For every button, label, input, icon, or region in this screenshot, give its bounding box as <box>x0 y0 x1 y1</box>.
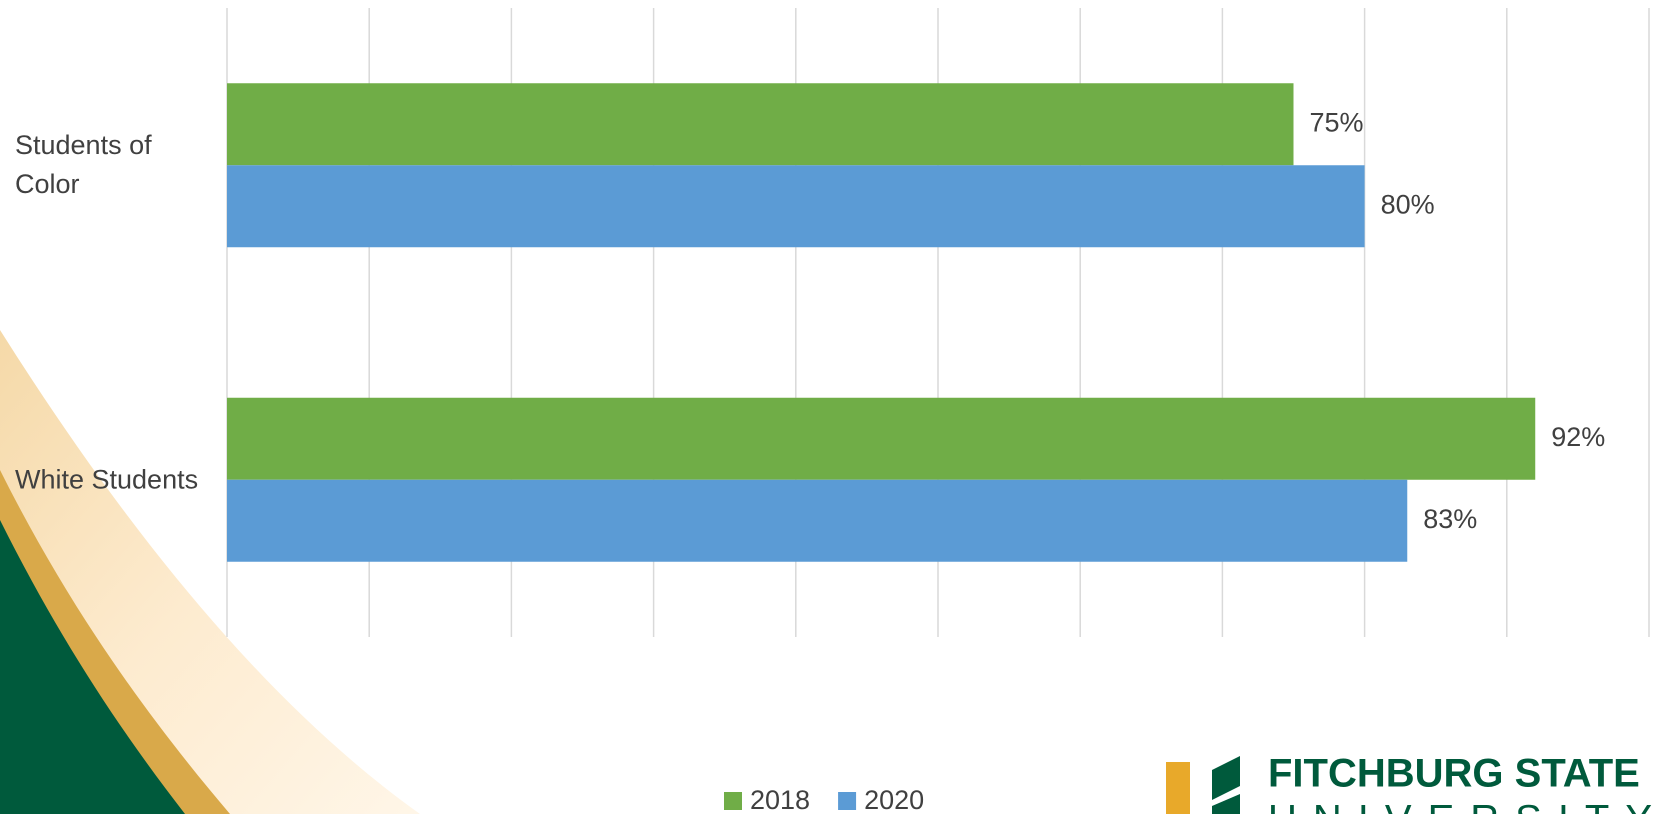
logo-title: FITCHBURG STATE <box>1268 752 1640 796</box>
legend-swatch <box>724 792 742 810</box>
data-label: 80% <box>1381 189 1435 219</box>
bar <box>227 83 1294 165</box>
logo-subtitle: UNIVERSITY <box>1268 798 1653 814</box>
bar <box>227 398 1535 480</box>
data-label: 75% <box>1310 107 1364 137</box>
legend-label: 2018 <box>750 785 810 814</box>
data-label: 92% <box>1551 422 1605 452</box>
data-label: 83% <box>1423 504 1477 534</box>
bar <box>227 480 1407 562</box>
y-tick-label: White Students <box>15 460 220 499</box>
legend-swatch <box>838 792 856 810</box>
y-tick-label: Students of Color <box>15 126 220 204</box>
legend-label: 2020 <box>864 785 924 814</box>
chart: FITCHBURG STATE UNIVERSITY 75% 80% 92% 83% 2… <box>0 0 1653 814</box>
bar <box>227 165 1365 247</box>
slide: FITCHBURG STATE UNIVERSITY 75% 80% 92% 83% 2… <box>0 0 1653 814</box>
logo-mark <box>1166 756 1240 814</box>
